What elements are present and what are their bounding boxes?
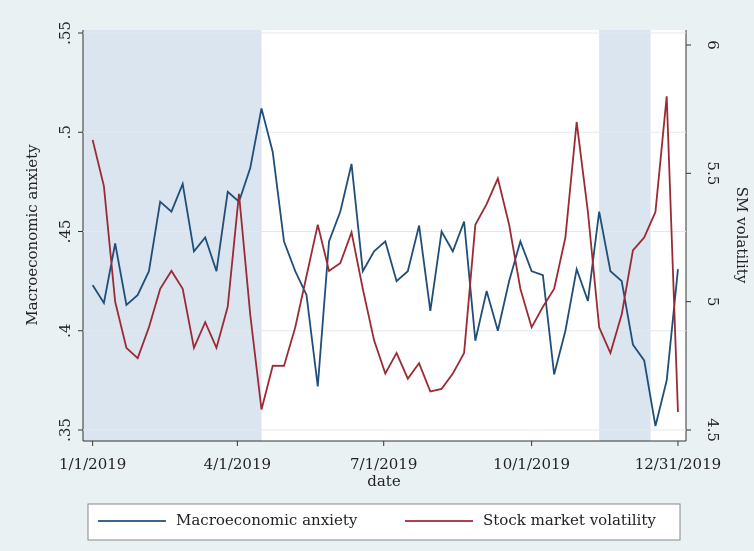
x-tick-label: 12/31/2019 — [635, 455, 721, 473]
x-tick-label: 4/1/2019 — [204, 455, 271, 473]
series-line — [91, 96, 679, 413]
legend-label: Macroeconomic anxiety — [176, 511, 358, 529]
x-tick-label: 7/1/2019 — [350, 455, 417, 473]
x-tick-label: 1/1/2019 — [59, 455, 126, 473]
shaded-period — [599, 30, 651, 441]
y-tick-label: .4 — [56, 324, 74, 338]
x-tick-label: 10/1/2019 — [493, 455, 570, 473]
y-tick-label: .35 — [56, 418, 74, 442]
legend — [87, 503, 681, 541]
x-axis-title: date — [367, 472, 401, 490]
shaded-period — [83, 30, 262, 441]
y-tick-label: .55 — [56, 21, 74, 45]
series-line — [91, 108, 679, 427]
y-tick-label: .5 — [56, 125, 74, 139]
y2-tick-label: 6 — [704, 40, 722, 50]
legend-label: Stock market volatility — [483, 511, 656, 529]
y2-tick-label: 5.5 — [704, 161, 722, 185]
y-tick-label: .45 — [56, 220, 74, 244]
y2-tick-label: 4.5 — [704, 418, 722, 442]
y-axis-title: Macroeconomic anxiety — [23, 144, 41, 326]
y2-tick-label: 5 — [704, 297, 722, 307]
y2-axis-title: SM volatility — [733, 187, 751, 284]
